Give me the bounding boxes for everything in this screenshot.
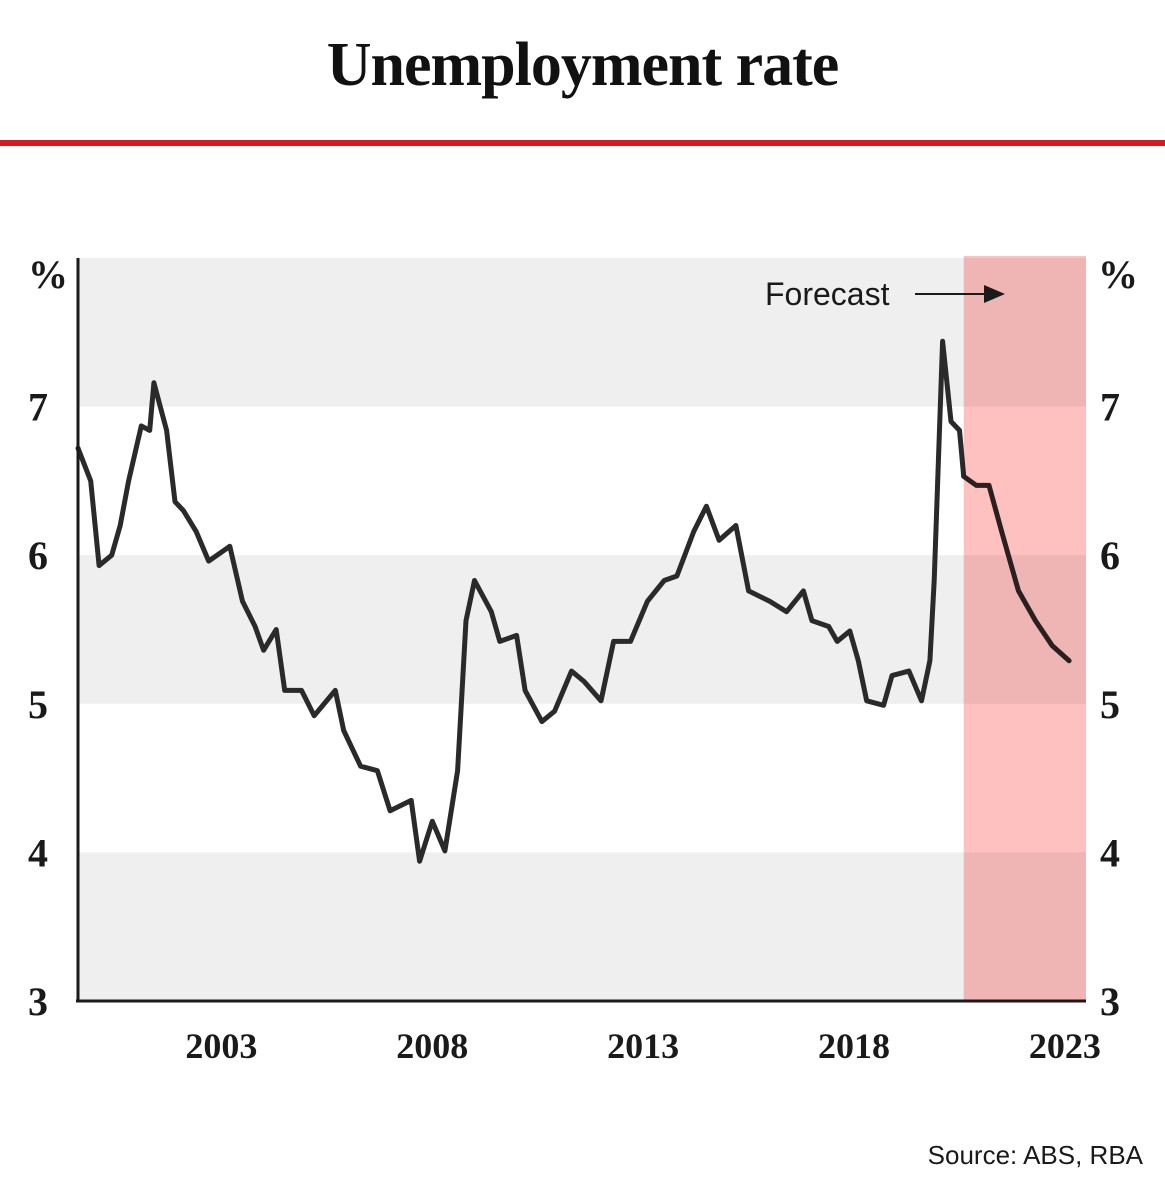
y-tick-label-left: 5 xyxy=(28,682,48,727)
x-tick-label: 2013 xyxy=(607,1026,679,1066)
source-note: Source: ABS, RBA xyxy=(927,1140,1143,1170)
grid-band xyxy=(78,258,1086,407)
x-tick-label: 2023 xyxy=(1029,1026,1101,1066)
chart-title: Unemployment rate xyxy=(326,31,840,99)
y-tick-label-left: 6 xyxy=(28,533,48,578)
x-tick-label: 2018 xyxy=(818,1026,890,1066)
title-rule xyxy=(0,140,1165,146)
arrow-head xyxy=(984,285,1005,303)
x-tick-label: 2003 xyxy=(185,1026,257,1066)
y-tick-label-left: 4 xyxy=(28,830,48,875)
forecast-arrow-icon xyxy=(915,285,1005,303)
forecast-label: Forecast xyxy=(765,276,890,312)
y-tick-label-right: 5 xyxy=(1100,682,1120,727)
y-tick-label-right: 7 xyxy=(1100,385,1120,430)
y-tick-label-right: 6 xyxy=(1100,533,1120,578)
y-tick-label-left: 3 xyxy=(28,979,48,1024)
grid-band xyxy=(78,852,1086,1001)
y-axis-unit-right: % xyxy=(1098,252,1138,297)
y-tick-label-right: 3 xyxy=(1100,979,1120,1024)
forecast-band xyxy=(963,256,1086,1001)
series-line-actual xyxy=(75,338,967,864)
y-axis-unit-left: % xyxy=(28,252,68,297)
y-tick-label-left: 7 xyxy=(28,385,48,430)
x-tick-label: 2008 xyxy=(396,1026,468,1066)
y-tick-label-right: 4 xyxy=(1100,830,1120,875)
